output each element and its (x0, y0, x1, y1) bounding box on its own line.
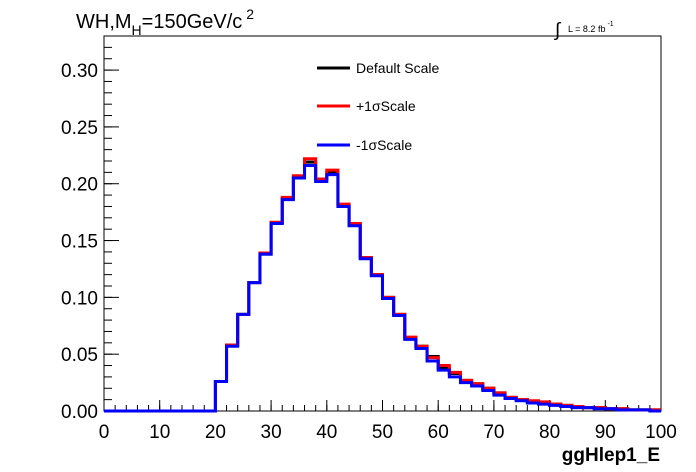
luminosity-annotation: ∫ L = 8.2 fb -1 (554, 20, 614, 41)
legend-label-plus-sigma: +1σScale (356, 98, 416, 114)
legend-label-default-scale: Default Scale (356, 60, 439, 76)
x-tick-label: 50 (372, 422, 393, 443)
title-main: WH,M (76, 11, 132, 33)
x-axis-label: ggHlep1_E (562, 445, 660, 466)
x-tick-label: 0 (99, 422, 110, 443)
x-tick-label: 90 (595, 422, 616, 443)
y-tick-label: 0.15 (61, 232, 98, 253)
x-axis: 0 10 20 30 40 50 60 70 80 90 100 (99, 400, 677, 443)
y-tick-label: 0.20 (61, 175, 98, 196)
x-tick-label: 20 (205, 422, 226, 443)
y-tick-label: 0.30 (61, 61, 98, 82)
x-tick-label: 30 (261, 422, 282, 443)
x-tick-label: 40 (316, 422, 337, 443)
y-tick-label: 0.05 (61, 345, 98, 366)
title-rest: =150GeV/c (142, 11, 243, 33)
legend: Default Scale +1σScale -1σScale (317, 60, 439, 153)
title-subscript: H (132, 22, 142, 38)
y-tick-label: 0.00 (61, 402, 98, 423)
legend-item-minus-sigma: -1σScale (317, 137, 412, 153)
luminosity-value: L = 8.2 fb (568, 24, 605, 34)
x-tick-label: 70 (483, 422, 504, 443)
legend-item-default-scale: Default Scale (317, 60, 439, 76)
y-tick-label: 0.10 (61, 288, 98, 309)
y-tick-label: 0.25 (61, 118, 98, 139)
title-superscript: 2 (246, 6, 254, 22)
chart-title: WH,MH=150GeV/c 2 (76, 6, 254, 38)
x-tick-label: 80 (539, 422, 560, 443)
legend-item-plus-sigma: +1σScale (317, 98, 416, 114)
y-axis: 0.00 0.05 0.10 0.15 0.20 0.25 0.30 (61, 35, 119, 423)
series-layer (104, 157, 661, 413)
legend-label-minus-sigma: -1σScale (356, 137, 412, 153)
integral-symbol: ∫ (554, 20, 562, 41)
x-tick-label: 100 (645, 422, 677, 443)
luminosity-text: L = 8.2 fb -1 (568, 21, 614, 34)
luminosity-superscript: -1 (607, 21, 613, 28)
series-line-minus-sigma (104, 164, 661, 413)
x-tick-label: 60 (428, 422, 449, 443)
x-tick-label: 10 (149, 422, 170, 443)
